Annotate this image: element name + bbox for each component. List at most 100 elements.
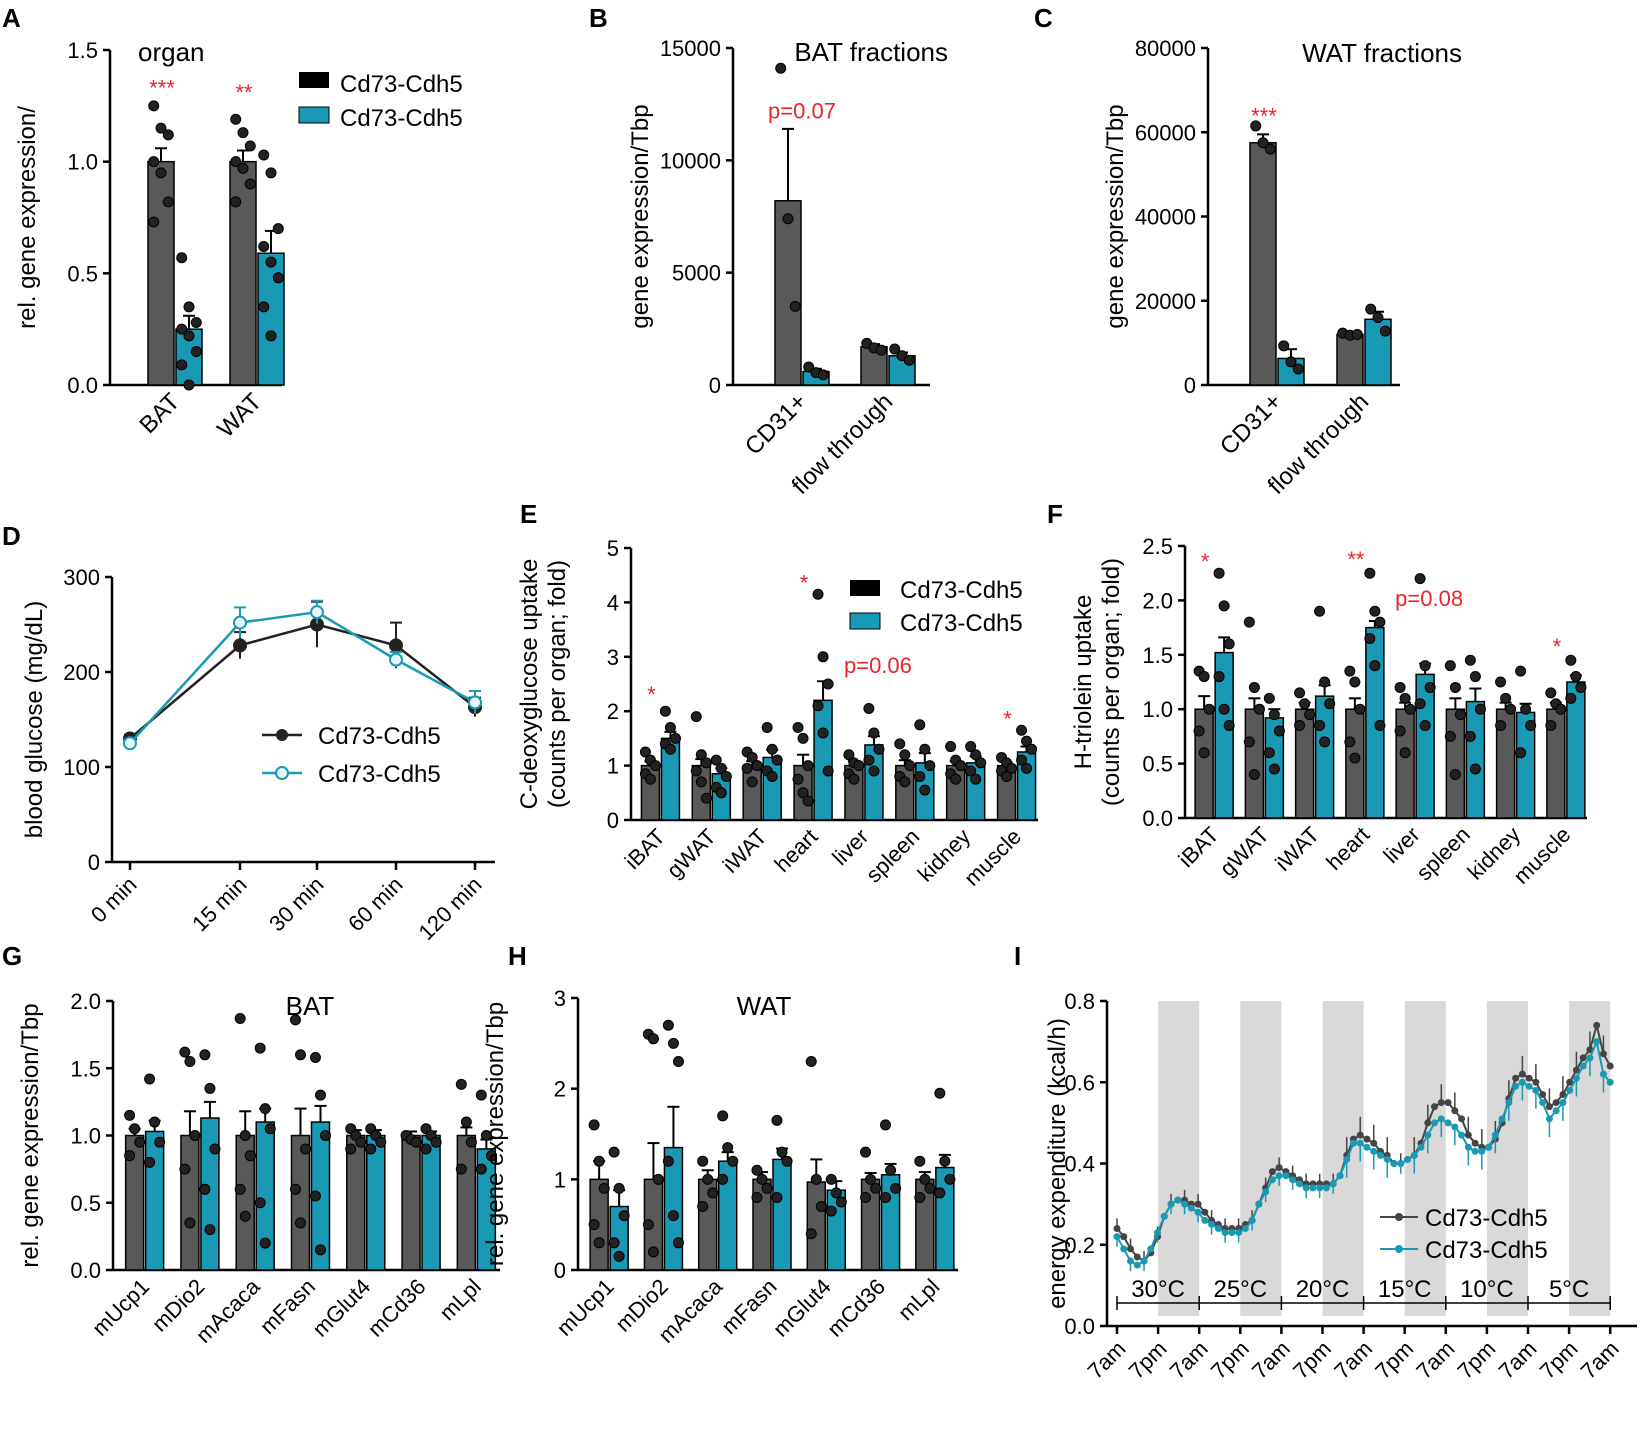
data-point	[1213, 671, 1225, 683]
data-point	[802, 760, 814, 772]
data-point	[1275, 1164, 1283, 1172]
data-point	[258, 241, 270, 253]
data-point	[1304, 709, 1316, 721]
data-point	[233, 615, 247, 630]
night-shade	[1486, 1001, 1528, 1316]
data-point	[1390, 1160, 1398, 1167]
bar	[290, 1134, 311, 1271]
data-point	[1449, 681, 1461, 693]
data-point	[945, 741, 957, 753]
data-point	[1417, 1143, 1425, 1151]
data-point	[1282, 1172, 1290, 1180]
data-point	[148, 216, 160, 228]
data-point	[1520, 703, 1532, 715]
data-point	[810, 1173, 822, 1185]
data-point	[914, 719, 926, 731]
data-point	[239, 1210, 251, 1222]
data-point	[1374, 720, 1386, 732]
data-point	[1464, 1143, 1472, 1151]
y-tick-label: 0	[709, 373, 721, 398]
data-point	[199, 1049, 211, 1061]
data-point	[258, 149, 270, 161]
bar	[774, 200, 802, 386]
data-point	[1370, 1147, 1378, 1155]
y-tick-label: 2	[607, 699, 619, 724]
data-point	[1579, 1062, 1587, 1070]
data-point	[771, 754, 783, 766]
data-point	[1437, 1099, 1445, 1107]
data-point	[652, 1173, 664, 1185]
data-point	[1575, 681, 1587, 693]
legend-label-ctrl: Cd73fl/fl-Cdh5Cre-	[900, 577, 1023, 604]
data-point	[1319, 736, 1331, 748]
x-tick-label: CD31+	[1215, 388, 1287, 460]
data-point	[1570, 671, 1582, 683]
bar	[346, 1134, 366, 1271]
data-point	[1399, 692, 1411, 704]
data-point	[1515, 665, 1527, 677]
data-point	[815, 1201, 827, 1213]
bar	[1445, 708, 1466, 819]
data-point	[746, 751, 758, 763]
data-point	[155, 122, 167, 134]
x-tick-label: spleen	[861, 824, 925, 888]
data-point	[825, 1205, 837, 1217]
data-point	[1495, 676, 1507, 688]
data-point	[1344, 665, 1356, 677]
data-point	[295, 1217, 306, 1229]
y-tick-label: 0.0	[70, 1258, 101, 1283]
data-point	[1505, 703, 1517, 715]
night-shade	[1240, 1001, 1282, 1316]
data-point	[1113, 1225, 1121, 1232]
data-point	[1500, 692, 1512, 704]
data-point	[124, 1150, 136, 1162]
data-point	[1006, 762, 1018, 774]
significance-marker: p=0.07	[768, 99, 836, 124]
data-point	[1374, 616, 1386, 628]
data-point	[722, 1142, 734, 1154]
data-point	[1214, 1225, 1222, 1232]
bar	[742, 764, 762, 821]
data-point	[885, 1164, 897, 1176]
data-point	[1545, 687, 1557, 699]
data-point	[1599, 1050, 1607, 1058]
data-point	[1174, 1196, 1182, 1204]
x-tick-label: 15 min	[187, 872, 251, 936]
data-point	[598, 1182, 610, 1194]
data-point	[1365, 303, 1377, 315]
data-point	[1606, 1078, 1614, 1086]
data-point	[485, 1150, 497, 1162]
legend-marker-ko	[1395, 1245, 1403, 1253]
data-point	[873, 743, 885, 755]
y-tick-label: 0.5	[1142, 752, 1173, 777]
data-point	[176, 359, 188, 371]
data-point	[1336, 1172, 1344, 1180]
data-point	[244, 178, 256, 190]
data-point	[860, 1191, 872, 1203]
data-point	[863, 754, 875, 766]
data-point	[802, 795, 814, 807]
bar	[144, 1130, 165, 1271]
data-point	[710, 754, 722, 766]
data-point	[853, 760, 865, 772]
data-point	[890, 1182, 902, 1194]
bar	[147, 160, 175, 386]
panel-letter: G	[2, 941, 22, 971]
bar	[456, 1134, 477, 1271]
data-point	[315, 1244, 326, 1256]
data-point	[465, 1136, 477, 1148]
data-point	[1026, 743, 1038, 755]
y-tick-label: 1.0	[67, 150, 98, 175]
data-point	[1218, 600, 1230, 612]
data-point	[1322, 1184, 1330, 1192]
data-point	[695, 749, 707, 761]
data-point	[1309, 1184, 1317, 1192]
panel-letter: C	[1034, 3, 1053, 33]
data-point	[1539, 1099, 1547, 1107]
data-point	[1495, 720, 1507, 732]
significance-marker: *	[647, 682, 656, 707]
data-point	[1349, 752, 1361, 764]
night-shade	[1404, 1001, 1446, 1316]
data-point	[1469, 671, 1481, 683]
data-point	[899, 749, 911, 761]
